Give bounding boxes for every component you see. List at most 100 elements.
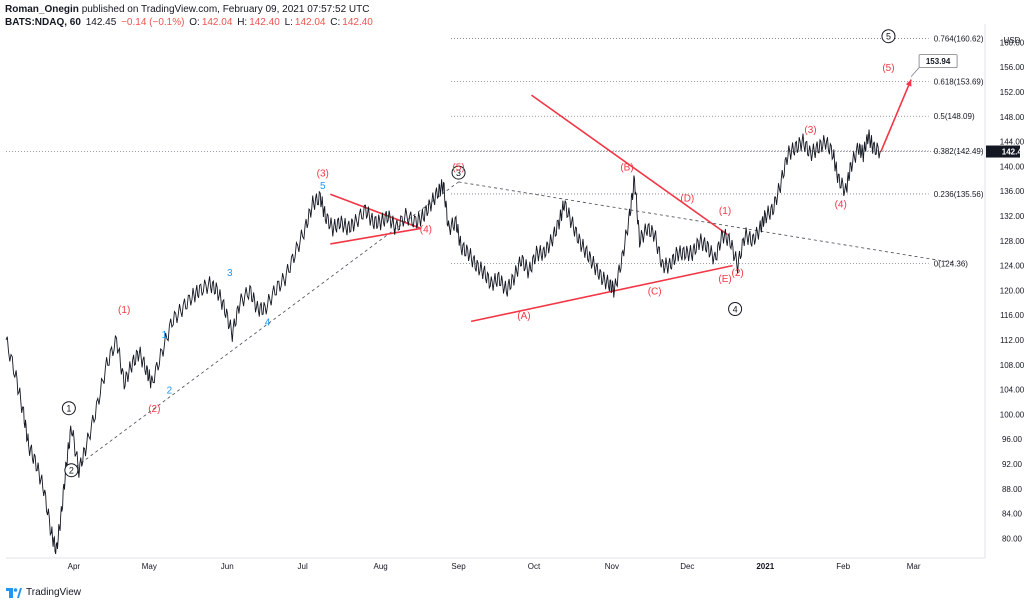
wave-label-circled: 3 — [456, 168, 461, 178]
wave-label-circled: 4 — [733, 305, 738, 315]
x-tick-label: Feb — [836, 562, 850, 571]
symbol-label: BATS:NDAQ, 60 — [5, 17, 81, 28]
projection-label: 153.94 — [926, 57, 951, 66]
x-tick-label: Oct — [528, 562, 541, 571]
y-tick-label: 84.00 — [1002, 510, 1023, 519]
wave-label-red: (2) — [731, 268, 743, 279]
author-name[interactable]: Roman_Onegin — [5, 4, 79, 15]
wave-circle-marker — [881, 29, 896, 44]
wave-circle-marker — [64, 463, 79, 478]
wave-label-red: (1) — [719, 206, 731, 217]
y-tick-label: 104.00 — [1000, 386, 1024, 395]
low-value: 142.04 — [294, 17, 326, 28]
high-label: H: — [237, 17, 248, 28]
footer: TradingView — [6, 587, 81, 598]
y-tick-label: 136.00 — [1000, 187, 1024, 196]
wave-label-red: (D) — [680, 193, 694, 204]
y-tick-label: 96.00 — [1002, 435, 1023, 444]
wave-label-circled: 5 — [886, 32, 891, 42]
y-tick-label: 124.00 — [1000, 262, 1024, 271]
y-tick-label: 112.00 — [1000, 336, 1024, 345]
wave-label-red: (3) — [804, 125, 816, 136]
wave-label-red: (1) — [118, 305, 130, 316]
wave-circle-marker — [728, 302, 743, 316]
y-tick-label: 140.00 — [1000, 162, 1024, 171]
y-tick-label: 108.00 — [1000, 361, 1024, 370]
projection-label-leader — [910, 67, 920, 77]
tradingview-brand[interactable]: TradingView — [26, 587, 82, 598]
y-tick-label: 156.00 — [1000, 63, 1024, 72]
tradingview-logo-icon — [6, 587, 22, 598]
y-tick-label: 116.00 — [1000, 311, 1024, 320]
x-tick-label: Mar — [907, 562, 921, 571]
fib-level-label: 0.764(160.62) — [934, 35, 984, 44]
trendline-triangle-bd — [530, 94, 729, 236]
wave-circle-marker — [61, 401, 76, 416]
projection-line — [880, 79, 912, 152]
projection-arrowhead — [905, 79, 912, 87]
last-price-tag — [986, 145, 1020, 158]
x-tick-label: Jul — [298, 562, 308, 571]
wave-label-blue: 4 — [265, 317, 271, 328]
chart-header: Roman_Onegin published on TradingView.co… — [5, 3, 375, 29]
y-tick-label: 100.00 — [1000, 410, 1024, 419]
y-tick-label: 80.00 — [1002, 534, 1023, 543]
high-value: 142.40 — [249, 17, 280, 28]
close-label: C: — [330, 17, 341, 28]
y-tick-label: 88.00 — [1002, 485, 1023, 494]
publish-info: published on TradingView.com, February 0… — [81, 4, 370, 15]
wave-label-red: (5) — [882, 63, 894, 74]
trendline-wave4-bottom — [330, 227, 421, 245]
wave-label-blue: 3 — [227, 268, 233, 279]
wave-label-circled: 2 — [69, 466, 74, 476]
wave-label-red: (C) — [648, 286, 662, 297]
x-tick-label: Apr — [68, 562, 81, 571]
y-tick-label: 128.00 — [1000, 237, 1024, 246]
open-value: 142.04 — [201, 17, 233, 28]
wave-label-blue: 2 — [167, 386, 173, 397]
fib-level-label: 0.382(142.49) — [934, 147, 984, 156]
y-tick-label: 120.00 — [1000, 286, 1024, 295]
wave-label-red: (A) — [517, 311, 530, 322]
y-tick-label: 144.00 — [1000, 138, 1024, 147]
wave-label-red: (B) — [620, 162, 633, 173]
last-price: 142.45 — [85, 17, 117, 28]
y-tick-label: 148.00 — [1000, 113, 1024, 122]
y-tick-label: 92.00 — [1002, 460, 1023, 469]
wave-label-red: (5) — [452, 162, 464, 173]
wave-label-red: (4) — [835, 200, 847, 211]
wave-label-red: (4) — [420, 224, 432, 235]
price-series-line — [5, 129, 882, 555]
wave-label-circled: 1 — [66, 404, 71, 414]
fib-level-label: 0(124.36) — [934, 259, 969, 268]
trendline-wave4-top — [330, 193, 422, 230]
x-tick-label: Sep — [451, 562, 466, 571]
open-label: O: — [189, 17, 200, 28]
y-tick-label: 152.00 — [1000, 88, 1024, 97]
y-tick-label: 160.00 — [1000, 38, 1024, 47]
low-label: L: — [284, 17, 293, 28]
wave-label-red: (2) — [148, 404, 160, 415]
x-tick-label: Dec — [680, 562, 694, 571]
wave-label-red: (3) — [317, 169, 329, 180]
x-tick-label: 2021 — [756, 562, 774, 571]
projection-label-box — [918, 54, 958, 68]
last-price-label: 142.40 — [1002, 148, 1024, 157]
y-tick-label: 132.00 — [1000, 212, 1024, 221]
trendline-triangle-ace — [470, 264, 733, 323]
wave-circle-marker — [451, 165, 466, 180]
trendline-b-d-dashed — [458, 181, 957, 264]
fib-level-label: 0.618(153.69) — [934, 78, 984, 87]
currency-label: USD — [1004, 36, 1021, 45]
fib-level-label: 0.236(135.56) — [934, 190, 984, 199]
price-change: −0.14 (−0.1%) — [121, 17, 185, 28]
x-tick-label: Jun — [221, 562, 234, 571]
x-tick-label: Aug — [373, 562, 387, 571]
wave-label-blue: 1 — [162, 330, 168, 341]
close-value: 142.40 — [342, 17, 373, 28]
x-tick-label: Nov — [605, 562, 619, 571]
wave-label-blue: 5 — [320, 181, 326, 192]
fib-level-label: 0.5(148.09) — [934, 112, 975, 121]
x-tick-label: May — [142, 562, 157, 571]
